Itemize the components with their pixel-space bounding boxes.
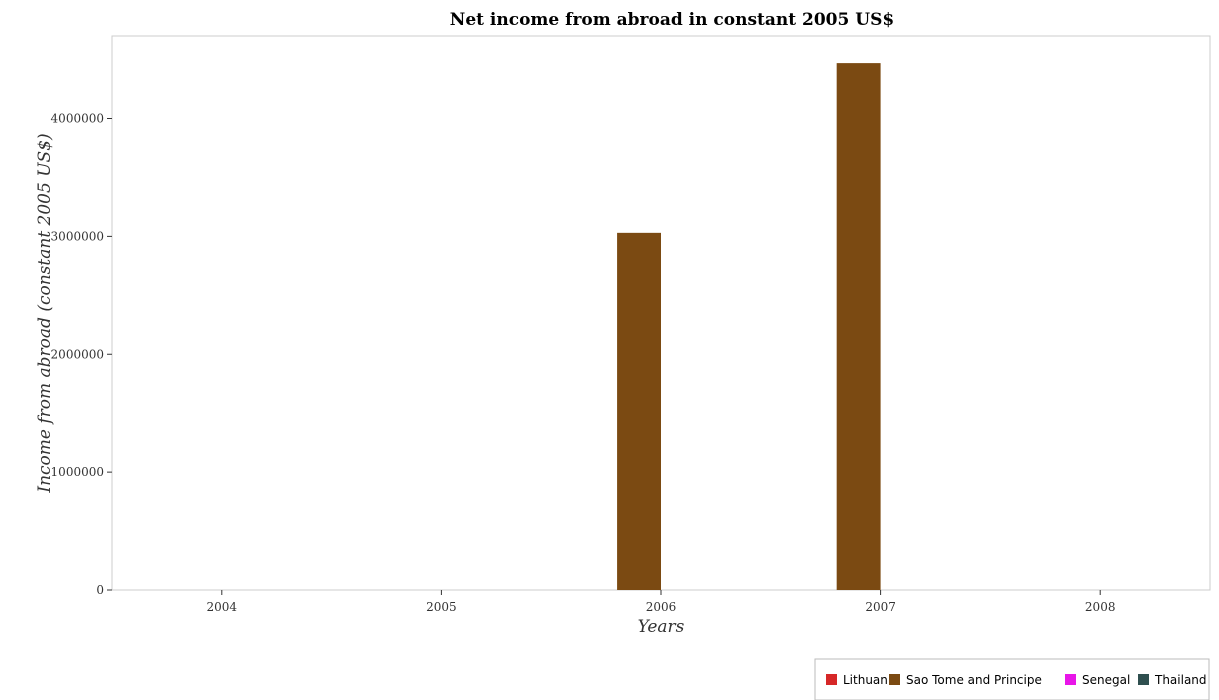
x-tick-label: 2006 [646,600,677,614]
y-tick-label: 4000000 [51,112,104,126]
legend-swatch [1138,674,1149,685]
x-axis: 2004 2005 2006 2007 2008 [207,590,1116,614]
bar-sao-tome-and-principe [836,63,881,590]
legend-label: Senegal [1082,673,1130,687]
legend-label: Sao Tome and Principe [906,673,1042,687]
x-tick-label: 2004 [207,600,238,614]
x-tick-label: 2005 [426,600,457,614]
y-tick-label: 2000000 [51,347,104,361]
y-axis: 0 1000000 2000000 3000000 4000000 [51,112,112,597]
legend-swatch [1065,674,1076,685]
x-tick-label: 2008 [1085,600,1116,614]
y-axis-label: Income from abroad (constant 2005 US$) [35,133,55,493]
y-tick-label: 0 [96,583,104,597]
legend-label: Thailand [1154,673,1207,687]
bar-sao-tome-and-principe [617,232,661,590]
legend-swatch [826,674,837,685]
x-axis-label: Years [638,617,685,637]
legend: Lithuania Sao Tome and Principe Senegal Tha… [814,658,1210,700]
y-tick-label: 1000000 [51,465,104,479]
y-tick-label: 3000000 [51,229,104,243]
legend-swatch [889,674,900,685]
x-tick-label: 2007 [865,600,896,614]
bars [617,63,881,590]
legend-label: Lithuania [843,673,899,687]
chart-title: Net income from abroad in constant 2005 … [450,10,894,30]
